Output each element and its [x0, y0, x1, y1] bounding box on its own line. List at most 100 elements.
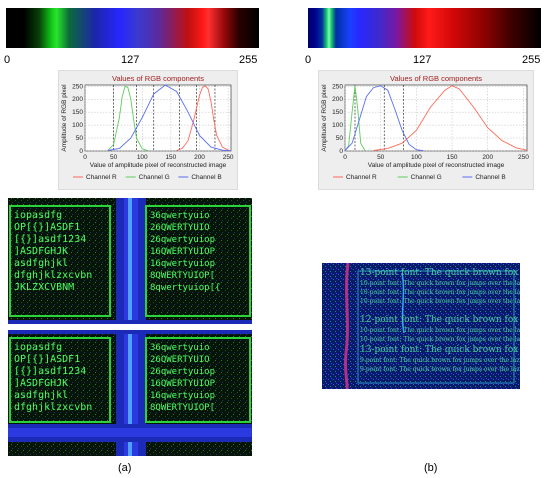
chart-a-y-tick-label: 0: [79, 148, 83, 155]
chart-b-y-tick-label: 50: [336, 135, 344, 142]
text-row: 8QWERTYUIOP[: [150, 403, 216, 413]
chart-a-legend-label: Channel B: [191, 174, 221, 181]
text-row: 8QWERTYUIOP[: [150, 271, 216, 281]
chart-a-y-axis-label: Amplitude of RGB pixel: [61, 84, 68, 152]
chart-b-series-channel-g: [344, 85, 366, 151]
colorbar-b: [308, 8, 541, 48]
text-row: JKLZXCVBNM: [14, 282, 75, 293]
chart-a-y-tick-label: 150: [72, 109, 83, 116]
caption-a: (a): [118, 462, 132, 474]
text-row: 10-point font: The quick brown fox jumps…: [360, 327, 520, 334]
text-row: asdfghjkl: [14, 390, 69, 401]
chart-b-y-tick-label: 150: [332, 109, 343, 116]
text-row: asdfghjkl: [14, 258, 69, 269]
chart-b-x-axis-label: Value of amplitude pixel of reconstructe…: [368, 162, 505, 169]
colorbar-a-tick-0: 0: [4, 54, 11, 66]
colorbar-b-tick-255: 255: [522, 54, 541, 66]
chart-a-y-tick-label: 100: [72, 122, 83, 129]
text-block-bottom-right: 36qwertyuio 26QWERTYUIO 26qwertyuiop 16Q…: [150, 342, 215, 414]
text-row: 26QWERTYUIO: [150, 223, 210, 233]
text-row: iopasdfg: [14, 342, 63, 353]
text-row: OP[{}]ASDF1: [14, 222, 81, 233]
text-row: dfghjklzxcvbn: [14, 402, 93, 413]
text-row: [{}]asdf1234: [14, 366, 87, 377]
text-row: 16QWERTYUIOP: [150, 247, 216, 257]
text-row: iopasdfg: [14, 210, 63, 221]
chart-a-y-tick-label: 50: [76, 135, 84, 142]
colorbar-a: [6, 8, 259, 48]
text-row: OP[{}]ASDF1: [14, 354, 81, 365]
chart-b-x-tick-label: 200: [482, 154, 493, 161]
text-row: ]ASDFGHJK: [14, 246, 69, 257]
chart-a-series-channel-b: [107, 84, 232, 152]
chart-b-legend-label: Channel R: [346, 174, 377, 181]
chart-b-y-axis-label: Amplitude of RGB pixel: [321, 84, 328, 152]
text-row: 10-point font: The quick brown fox jumps…: [360, 298, 520, 305]
chart-b-x-tick-label: 250: [518, 154, 529, 161]
colorbar-b-tick-0: 0: [305, 54, 312, 66]
text-row: 26qwertyuiop: [150, 235, 216, 245]
chart-b-series-channel-r: [373, 85, 528, 151]
chart-b-y-tick-label: 200: [332, 96, 343, 103]
text-row: 10-point font: The quick brown fox jumps…: [360, 289, 520, 296]
chart-b-legend-label: Channel G: [411, 174, 442, 181]
chart-a-y-tick-label: 200: [72, 96, 83, 103]
reconstructed-image-b: 13-point font: The quick brown fox jumps…: [322, 263, 520, 389]
chart-panel-a: 0 50 100 150 200 250 0 50 100 150 200 250 Values of …: [58, 70, 238, 190]
chart-b-x-tick-label: 100: [411, 154, 422, 161]
text-row: [{}]asdf1234: [14, 234, 87, 245]
rgb-chart-a: 0 50 100 150 200 250 0 50 100 150 200 250 Values of …: [61, 74, 234, 181]
caption-b: (b): [424, 462, 438, 474]
chart-a-legend-label: Channel R: [86, 174, 117, 181]
rgb-chart-b: 0 50 100 150 200 250 0 50 100 150 200 250 Values of …: [321, 74, 529, 181]
chart-a-x-tick-label: 250: [223, 154, 234, 161]
text-row: ]ASDFGHJK: [14, 378, 69, 389]
text-row: 16qwertyuiop: [150, 259, 216, 269]
text-row: 26QWERTYUIO: [150, 355, 210, 365]
text-row: 13-point font: The quick brown fox jumps…: [360, 345, 520, 355]
text-block-top-right: 36qwertyuio 26QWERTYUIO 26qwertyuiop 16Q…: [150, 210, 220, 294]
chart-b-series-channel-b: [344, 85, 424, 152]
text-block-bottom-left: iopasdfg OP[{}]ASDF1 [{}]asdf1234 ]ASDFG…: [14, 342, 92, 414]
chart-b-x-tick-label: 50: [377, 154, 385, 161]
chart-a-x-axis-label: Value of amplitude pixel of reconstructe…: [90, 162, 227, 169]
text-block-top-left: iopasdfg OP[{}]ASDF1 [{}]asdf1234 ]ASDFG…: [14, 210, 92, 294]
colorbar-a-tick-127: 127: [121, 54, 140, 66]
chart-a-x-tick-label: 200: [194, 154, 205, 161]
text-block-b: 13-point font: The quick brown fox jumps…: [360, 267, 520, 374]
chart-a-series-channel-r: [176, 85, 232, 152]
chart-b-y-tick-label: 250: [332, 83, 343, 90]
chart-b-title: Values of RGB components: [390, 74, 482, 83]
text-row: 8qwertyuiop[{: [150, 283, 221, 293]
chart-b-x-tick-label: 0: [343, 154, 347, 161]
text-row: 36qwertyuio: [150, 211, 210, 221]
text-row: 36qwertyuio: [150, 343, 210, 353]
reconstructed-image-a: iopasdfg OP[{}]ASDF1 [{}]asdf1234 ]ASDFG…: [8, 198, 252, 456]
text-row: 16qwertyuiop: [150, 391, 216, 401]
colorbar-a-tick-255: 255: [239, 54, 258, 66]
text-row: dfghjklzxcvbn: [14, 270, 93, 281]
chart-b-plot-area: [344, 84, 528, 152]
chart-a-x-tick-label: 100: [137, 154, 148, 161]
text-row: 26qwertyuiop: [150, 367, 216, 377]
chart-a-x-tick-label: 50: [110, 154, 118, 161]
chart-b-y-tick-label: 0: [339, 148, 343, 155]
chart-a-plot-area: [84, 84, 232, 152]
chart-b-y-tick-label: 100: [332, 122, 343, 129]
text-row: 9-point font: The quick brown fox jumps …: [360, 366, 520, 373]
text-row: 16QWERTYUIOP: [150, 379, 216, 389]
chart-b-legend-label: Channel B: [475, 174, 505, 181]
colorbar-b-tick-127: 127: [413, 54, 432, 66]
chart-b-x-tick-label: 150: [447, 154, 458, 161]
text-row: 12-point font: The quick brown fox jumps…: [360, 315, 520, 325]
text-row: 10-point font: The quick brown fox jumps…: [360, 280, 520, 287]
text-row: 9-point font: The quick brown fox jumps …: [360, 357, 520, 364]
chart-a-x-tick-label: 0: [83, 154, 87, 161]
chart-a-x-tick-label: 150: [165, 154, 176, 161]
chart-a-y-tick-label: 250: [72, 83, 83, 90]
text-row: 13-point font: The quick brown fox jumps…: [360, 268, 520, 278]
chart-a-legend-label: Channel G: [139, 174, 170, 181]
chart-a-series-channel-g: [107, 85, 149, 152]
chart-a-title: Values of RGB components: [112, 74, 204, 83]
chart-panel-b: 0 50 100 150 200 250 0 50 100 150 200 250 Values of …: [318, 70, 534, 190]
